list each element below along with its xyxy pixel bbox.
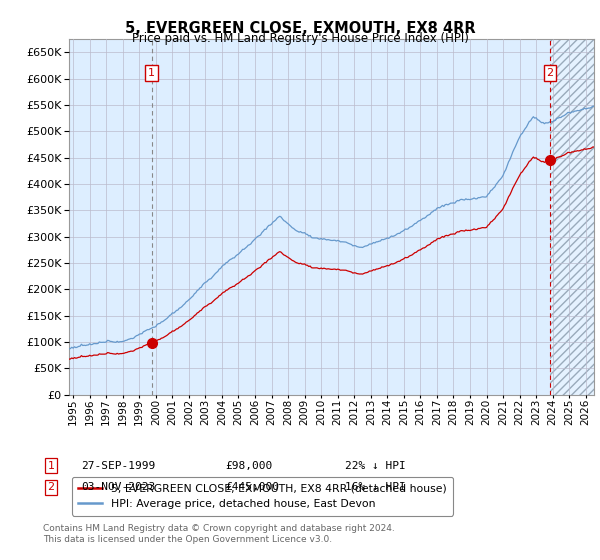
Text: Contains HM Land Registry data © Crown copyright and database right 2024.
This d: Contains HM Land Registry data © Crown c… <box>43 524 395 544</box>
Text: 03-NOV-2023: 03-NOV-2023 <box>81 482 155 492</box>
Legend: 5, EVERGREEN CLOSE, EXMOUTH, EX8 4RR (detached house), HPI: Average price, detac: 5, EVERGREEN CLOSE, EXMOUTH, EX8 4RR (de… <box>72 477 453 516</box>
Text: 1: 1 <box>148 68 155 78</box>
Text: £98,000: £98,000 <box>225 461 272 471</box>
Bar <box>550 39 594 395</box>
Text: 16% ↓ HPI: 16% ↓ HPI <box>345 482 406 492</box>
Text: 1: 1 <box>47 461 55 471</box>
Text: 2: 2 <box>547 68 554 78</box>
Text: 22% ↓ HPI: 22% ↓ HPI <box>345 461 406 471</box>
Text: 5, EVERGREEN CLOSE, EXMOUTH, EX8 4RR: 5, EVERGREEN CLOSE, EXMOUTH, EX8 4RR <box>125 21 475 36</box>
Text: 27-SEP-1999: 27-SEP-1999 <box>81 461 155 471</box>
Text: 2: 2 <box>47 482 55 492</box>
Text: Price paid vs. HM Land Registry's House Price Index (HPI): Price paid vs. HM Land Registry's House … <box>131 32 469 45</box>
Text: £445,000: £445,000 <box>225 482 279 492</box>
